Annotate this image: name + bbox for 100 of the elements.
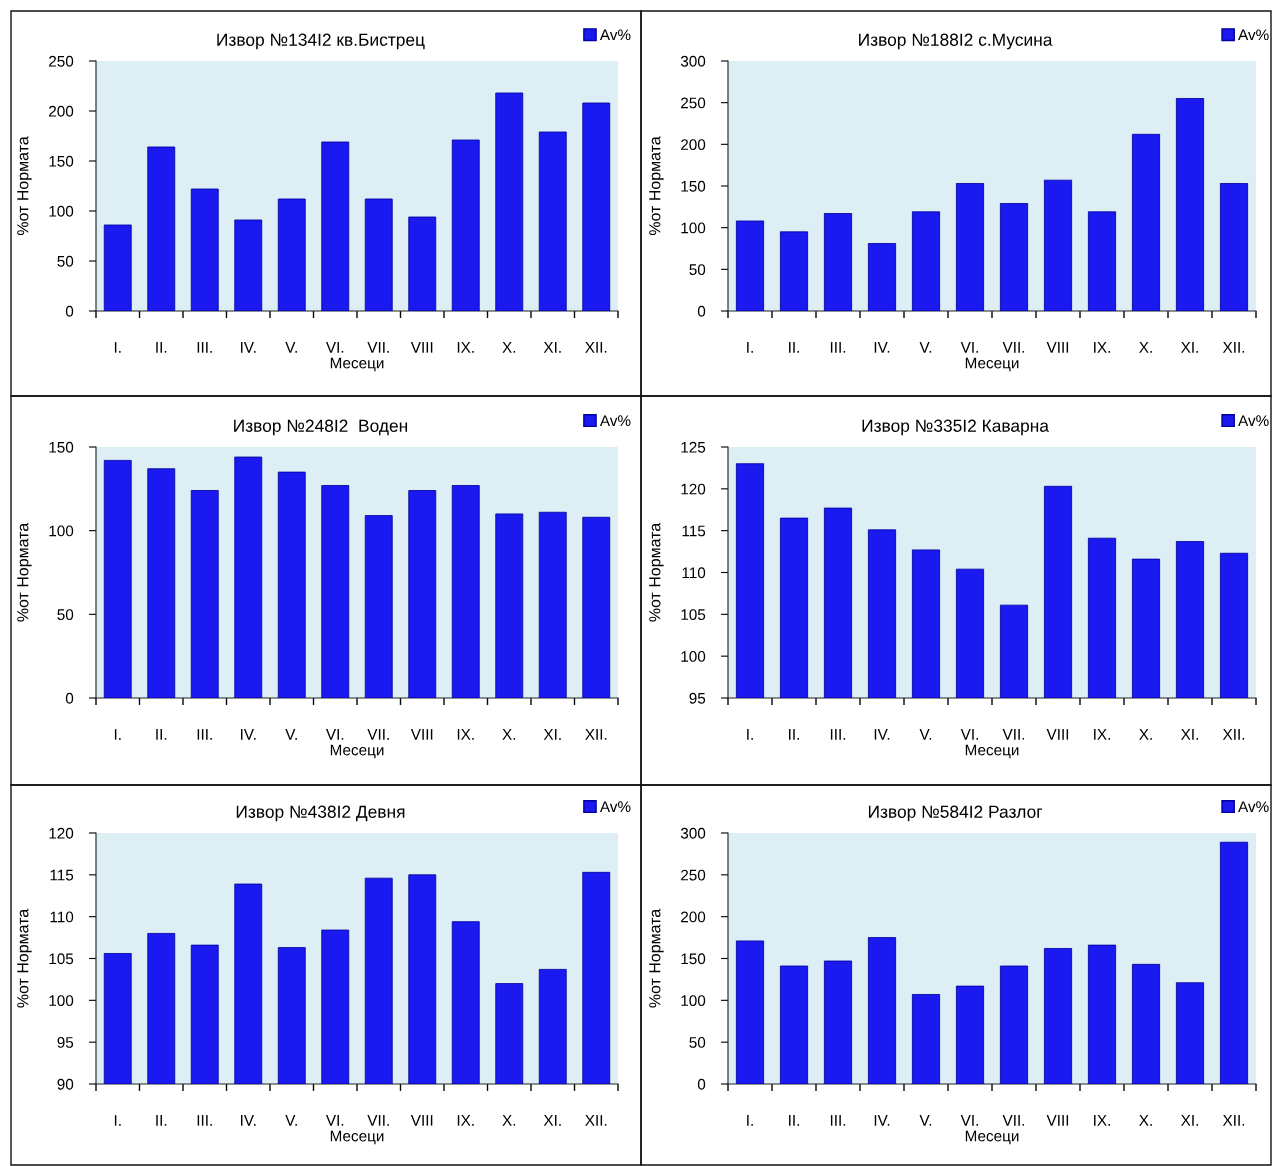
x-tick-label: IX.	[457, 729, 474, 740]
bar	[190, 188, 219, 311]
x-tick-label: XI.	[543, 729, 561, 740]
y-tick-label: 150	[681, 953, 706, 965]
x-tick-label: VII.	[1002, 729, 1025, 740]
y-tick-label: 150	[49, 441, 74, 453]
y-tick-label: 105	[681, 609, 706, 621]
chart-title: Извор №438I2 Девня	[236, 805, 405, 822]
y-axis-title: %от Нормата	[649, 908, 664, 1008]
x-tick-label: VI.	[325, 729, 344, 740]
bar	[1219, 183, 1249, 311]
y-tick-label: 150	[681, 180, 706, 192]
y-tick-label: 100	[49, 525, 74, 537]
x-tick-label: V.	[285, 1115, 297, 1126]
x-tick-label: XI.	[543, 342, 561, 353]
y-tick-label: 120	[49, 827, 74, 839]
x-tick-label: III.	[197, 342, 212, 353]
x-tick-label: I.	[747, 1115, 753, 1126]
bar	[1043, 179, 1073, 311]
legend-label: Av%	[599, 801, 631, 812]
bar	[1043, 948, 1073, 1084]
x-tick-label: VIII	[1046, 342, 1069, 353]
y-tick-label: 200	[49, 105, 74, 117]
y-tick-label: 95	[689, 692, 706, 704]
x-axis-title: Месеци	[965, 1130, 1019, 1145]
bar	[1175, 982, 1205, 1084]
y-tick-label: 50	[689, 264, 706, 276]
x-axis-title: Месеци	[330, 1130, 384, 1145]
x-axis-title: Месеци	[965, 744, 1019, 759]
x-tick-label: IV.	[241, 729, 256, 740]
bar	[538, 131, 567, 311]
x-tick-label: I.	[114, 342, 121, 353]
chart-title: Извор №584I2 Разлог	[868, 805, 1043, 822]
x-tick-label: VI.	[960, 1115, 978, 1126]
y-tick-label: 125	[681, 441, 706, 453]
x-tick-label: I.	[747, 342, 753, 353]
bar	[321, 141, 350, 311]
x-tick-label: IX.	[1094, 342, 1110, 353]
bar	[867, 243, 897, 311]
x-tick-label: III.	[197, 729, 212, 740]
y-tick-label: 100	[49, 205, 74, 217]
bar	[277, 198, 306, 311]
x-tick-label: VIII	[410, 342, 433, 353]
x-tick-label: VI.	[325, 342, 344, 353]
x-tick-label: VII.	[1002, 1115, 1025, 1126]
x-tick-label: IX.	[457, 342, 474, 353]
y-tick-label: 0	[697, 305, 706, 317]
y-tick-label: 100	[681, 995, 706, 1007]
bar	[147, 468, 176, 698]
y-tick-label: 100	[681, 651, 706, 662]
bar	[103, 459, 132, 698]
y-tick-label: 110	[682, 567, 706, 579]
x-tick-label: VIII	[1046, 1115, 1069, 1126]
x-tick-label: XII.	[1222, 1115, 1245, 1126]
y-tick-label: 250	[681, 869, 706, 881]
x-tick-label: IV.	[241, 342, 256, 353]
bar	[911, 994, 941, 1084]
x-tick-label: XI.	[1181, 342, 1198, 353]
bar	[103, 224, 132, 311]
bar	[1219, 841, 1249, 1084]
bar	[735, 220, 765, 311]
legend-label: Av%	[1238, 415, 1269, 426]
bar	[955, 183, 985, 311]
bar	[277, 471, 306, 698]
y-tick-label: 0	[65, 692, 74, 704]
x-tick-label: III.	[830, 729, 846, 740]
y-tick-label: 150	[49, 155, 74, 167]
x-tick-label: IV.	[241, 1115, 256, 1126]
y-tick-label: 115	[682, 525, 706, 537]
y-axis-title: %от Нормата	[649, 136, 664, 236]
y-axis-title: %от Нормата	[17, 136, 32, 236]
bar	[1131, 133, 1161, 311]
y-tick-label: 100	[681, 222, 706, 234]
bar	[867, 937, 897, 1084]
y-tick-label: 300	[680, 55, 706, 67]
bar	[823, 213, 853, 311]
x-tick-label: IX.	[1094, 729, 1110, 740]
bar	[234, 456, 263, 698]
x-tick-label: X.	[502, 1115, 516, 1126]
chart-title: Извор №248I2 Воден	[234, 419, 408, 436]
bar	[582, 516, 611, 698]
x-tick-label: I.	[114, 729, 121, 740]
x-tick-label: VII.	[367, 729, 389, 740]
legend-label: Av%	[1238, 29, 1269, 41]
bar	[911, 211, 941, 311]
bar	[823, 960, 853, 1084]
bar	[779, 231, 809, 311]
bar	[735, 940, 765, 1084]
bar	[408, 216, 437, 311]
x-axis-title: Месеци	[965, 357, 1019, 372]
x-tick-label: IV.	[874, 729, 890, 740]
x-tick-label: XII.	[1222, 729, 1245, 740]
y-tick-label: 250	[681, 97, 706, 109]
x-tick-label: XI.	[1181, 729, 1198, 740]
y-axis-title: %от Нормата	[17, 908, 32, 1008]
bar	[364, 198, 393, 311]
y-tick-label: 0	[697, 1078, 706, 1090]
x-tick-label: V.	[285, 342, 297, 353]
chart-title: Извор №188I2 с.Мусина	[859, 33, 1053, 50]
x-tick-label: X.	[1139, 1115, 1152, 1126]
